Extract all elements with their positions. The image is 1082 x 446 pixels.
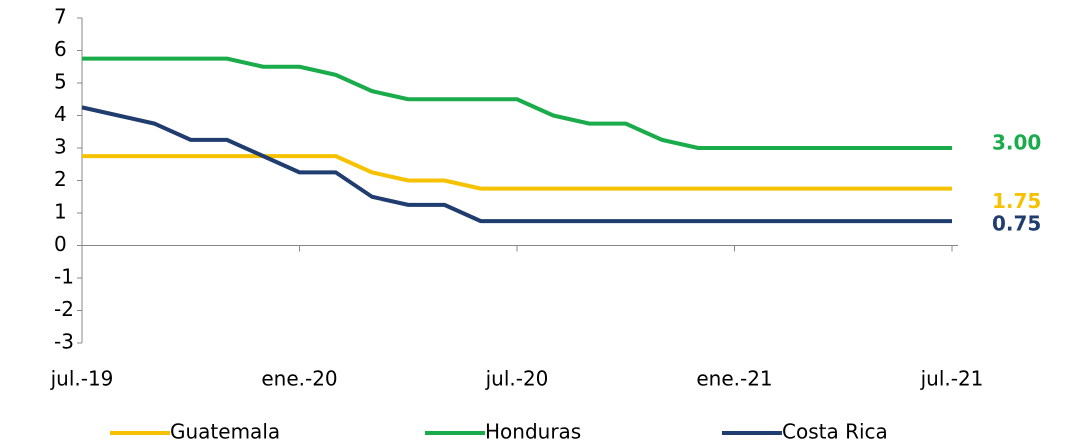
x-tick-label: ene.-21	[696, 367, 772, 391]
x-tick-label: jul.-20	[485, 367, 549, 391]
series-line	[82, 56, 952, 150]
y-tick-label: 7	[54, 5, 67, 29]
legend-label: Honduras	[485, 420, 581, 444]
y-tick-label: 2	[54, 167, 67, 191]
end-label: 3.00	[992, 131, 1041, 155]
y-tick-label: -1	[54, 265, 74, 289]
legend-label: Costa Rica	[782, 420, 888, 444]
y-tick-label: 4	[54, 102, 67, 126]
series-line	[82, 154, 952, 191]
y-tick-label: 6	[54, 37, 67, 61]
y-tick-label: 0	[54, 232, 67, 256]
x-tick-label: jul.-21	[920, 367, 984, 391]
x-tick-label: ene.-20	[261, 367, 337, 391]
y-tick-label: -2	[54, 297, 74, 321]
end-label: 1.75	[992, 189, 1041, 213]
y-tick-label: 5	[54, 70, 67, 94]
end-label: 0.75	[992, 212, 1041, 236]
y-tick-label: -3	[54, 330, 74, 354]
legend-label: Guatemala	[170, 420, 280, 444]
x-tick-label: jul.-19	[50, 367, 114, 391]
y-tick-label: 3	[54, 135, 67, 159]
y-tick-label: 1	[54, 200, 67, 224]
series-line	[81, 105, 952, 224]
